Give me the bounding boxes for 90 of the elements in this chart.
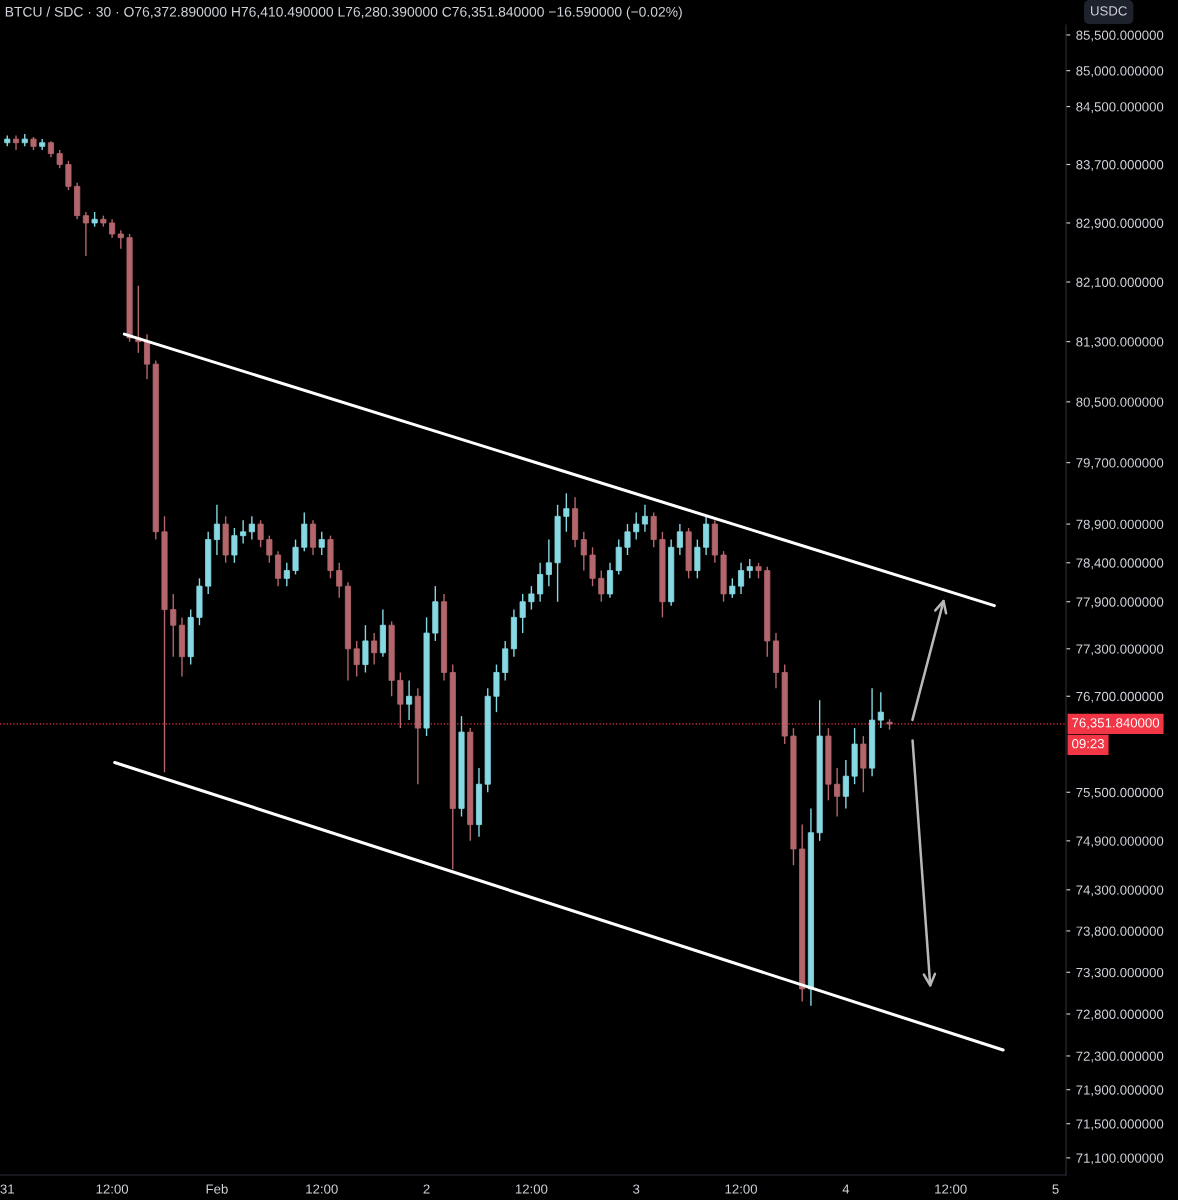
y-tick-label: 73,800.000000 [1076, 926, 1164, 938]
y-tick-label: 71,100.000000 [1076, 1153, 1164, 1165]
candlestick [676, 523, 683, 556]
candlestick [528, 585, 535, 611]
candlestick [834, 767, 841, 818]
candlestick [580, 531, 587, 572]
chart-title: BTCU / SDC · 30 · O76,372.890000 H76,410.490000 L76,280.390000 C76,351.840000 −16.590000 (−0.02%) [5, 6, 682, 20]
x-tick-label: 4 [842, 1184, 850, 1194]
candlestick [519, 593, 526, 634]
candlestick [650, 511, 657, 548]
candlestick [406, 679, 413, 721]
candlestick [275, 550, 282, 587]
y-tick-label: 82,100.000000 [1076, 277, 1164, 289]
candlestick [266, 534, 273, 564]
candlestick [738, 562, 745, 595]
candlestick [703, 515, 710, 556]
y-tick-label: 74,300.000000 [1076, 885, 1164, 897]
candlestick [502, 640, 509, 682]
candlestick [12, 134, 20, 151]
y-tick-label: 75,500.000000 [1076, 787, 1164, 799]
y-tick-label: 72,800.000000 [1076, 1009, 1164, 1021]
y-tick-label: 79,700.000000 [1076, 458, 1164, 470]
y-tick-label: 71,500.000000 [1076, 1119, 1164, 1131]
x-tick-label: 12:00 [96, 1184, 129, 1194]
candlestick [598, 569, 605, 603]
candlestick [283, 562, 290, 587]
candlestick [746, 558, 753, 580]
candlestick [729, 577, 736, 599]
x-tick-label: 5 [1052, 1184, 1059, 1194]
candlestick [545, 538, 552, 587]
x-tick-label: Feb [206, 1184, 228, 1194]
candlestick [318, 531, 325, 556]
text: USDC [1091, 6, 1127, 16]
x-tick-label: 12:00 [725, 1184, 758, 1194]
candlestick [641, 504, 648, 533]
candlestick [240, 519, 247, 545]
candlestick [537, 562, 544, 603]
y-tick-label: 84,500.000000 [1076, 102, 1164, 114]
x-tick-label: 12:00 [515, 1184, 548, 1194]
candlestick [109, 218, 116, 239]
candlestick [362, 624, 369, 674]
candlestick [301, 511, 308, 552]
y-tick-label: 77,300.000000 [1076, 644, 1164, 656]
candlestick [117, 229, 124, 250]
candlestick [144, 333, 151, 380]
candlestick [248, 515, 255, 541]
candlestick [56, 149, 63, 169]
candlestick [397, 671, 404, 729]
candlestick [589, 546, 596, 587]
candlestick [65, 160, 72, 191]
candlestick [842, 759, 849, 810]
y-tick-label: 77,900.000000 [1076, 597, 1164, 609]
candlestick [309, 519, 317, 556]
text: 09:23 [1072, 738, 1104, 749]
y-tick-label: 81,300.000000 [1076, 337, 1164, 349]
candlestick [292, 538, 299, 576]
candlestick [624, 523, 631, 556]
candlestick [371, 632, 378, 666]
y-tick-label: 76,700.000000 [1076, 691, 1164, 703]
x-tick-label: 3 [633, 1184, 640, 1194]
y-tick-label: 71,900.000000 [1076, 1085, 1164, 1097]
ref-line-label: 76,351.840000 [1072, 718, 1160, 730]
x-tick-label: 12:00 [306, 1184, 338, 1194]
y-tick-label: 78,400.000000 [1076, 558, 1164, 570]
candlestick [82, 211, 89, 257]
y-tick-label: 80,500.000000 [1076, 397, 1164, 409]
x-tick-label: 31 [0, 1184, 14, 1194]
candlestick [877, 691, 884, 729]
y-tick-label: 78,900.000000 [1076, 519, 1164, 531]
candlestick [493, 663, 500, 713]
candlestick [231, 527, 238, 564]
x-tick-label: 2 [423, 1184, 430, 1194]
candlestick [633, 511, 640, 541]
x-tick-label: 12:00 [935, 1184, 967, 1194]
candlestick [353, 640, 360, 678]
candlestick [606, 562, 614, 599]
y-tick-label: 73,300.000000 [1076, 967, 1164, 979]
y-tick-label: 82,900.000000 [1076, 218, 1164, 230]
candlestick [694, 538, 701, 580]
candlestick [213, 504, 220, 556]
y-tick-label: 74,900.000000 [1076, 836, 1164, 848]
y-tick-label: 85,000.000000 [1076, 66, 1164, 78]
y-tick-label: 72,300.000000 [1076, 1051, 1164, 1063]
candlestick [336, 562, 343, 599]
candlestick [563, 492, 570, 533]
candlestick [615, 538, 622, 576]
y-tick-label: 83,700.000000 [1076, 160, 1164, 171]
y-tick-label: 85,500.000000 [1076, 30, 1164, 42]
candlestick [257, 519, 264, 548]
candlestick [170, 593, 177, 658]
